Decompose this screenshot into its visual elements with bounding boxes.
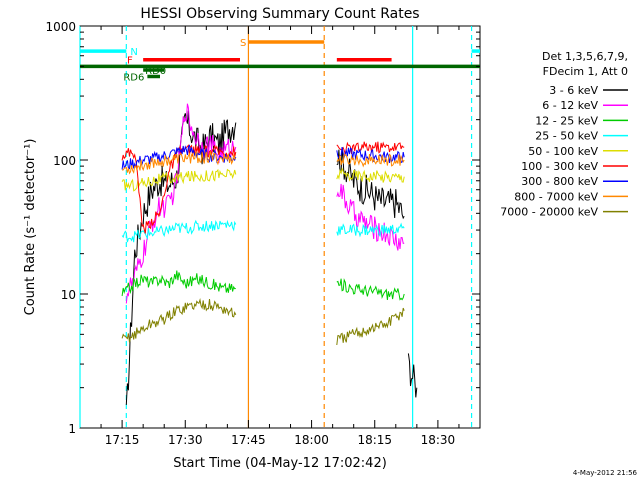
y-axis-ticks: 1 10 100 1000 — [45, 20, 480, 436]
flag-label: S — [240, 38, 246, 49]
legend-entry: 6 - 12 keV — [542, 99, 598, 112]
series-line — [336, 147, 405, 164]
series-line — [121, 168, 237, 192]
series-line — [336, 307, 405, 346]
series-line — [336, 278, 405, 301]
x-tick-label: 18:00 — [294, 433, 329, 447]
x-tick-label: 17:45 — [231, 433, 266, 447]
x-tick-label: 17:15 — [105, 433, 140, 447]
series-line — [125, 103, 237, 304]
plot-frame — [79, 25, 481, 429]
series-line — [407, 353, 418, 398]
y-tick-label: 10 — [61, 288, 76, 302]
vertical-markers — [79, 26, 473, 428]
x-axis-label: Start Time (04-May-12 17:02:42) — [173, 456, 387, 471]
x-tick-label: 17:30 — [168, 433, 203, 447]
series-line — [336, 141, 405, 155]
series-lines — [121, 103, 418, 405]
series-line — [122, 150, 237, 175]
series-line — [336, 153, 405, 168]
y-tick-label: 100 — [53, 154, 76, 168]
legend-header: Det 1,3,5,6,7,9, — [542, 50, 628, 63]
legend-entry: 800 - 7000 keV — [514, 190, 598, 203]
legend-entry: 7000 - 20000 keV — [500, 206, 598, 219]
footer-date: 4-May-2012 21:56 — [573, 469, 638, 477]
flag-label: N — [130, 47, 137, 58]
legend-entry: 3 - 6 keV — [549, 84, 598, 97]
legend-entry: 12 - 25 keV — [535, 114, 598, 127]
legend-entry: 25 - 50 keV — [535, 130, 598, 143]
chart-title: HESSI Observing Summary Count Rates — [140, 6, 419, 22]
legend-header: FDecim 1, Att 0 — [543, 65, 628, 78]
flag-label: RD0 — [145, 66, 166, 77]
y-tick-label: 1000 — [45, 20, 76, 34]
series-line — [121, 270, 236, 297]
series-line — [336, 183, 405, 251]
series-line — [336, 167, 405, 183]
y-tick-label: 1 — [68, 422, 76, 436]
series-line — [121, 298, 237, 343]
legend-entry: 100 - 300 keV — [521, 160, 598, 173]
flag-label: F — [127, 56, 133, 67]
x-tick-label: 18:15 — [357, 433, 392, 447]
x-tick-label: 18:30 — [421, 433, 456, 447]
legend: Det 1,3,5,6,7,9, FDecim 1, Att 0 3 - 6 keV… — [500, 50, 628, 219]
legend-entry: 300 - 800 keV — [521, 175, 598, 188]
y-axis-label: Count Rate (s⁻¹ detector⁻¹) — [23, 139, 38, 316]
flag-label: RD6 — [123, 72, 144, 83]
series-line — [121, 219, 237, 243]
series-line — [336, 222, 405, 238]
x-axis-ticks: 17:15 17:30 17:45 18:00 18:15 18:30 — [100, 26, 460, 447]
legend-entry: 50 - 100 keV — [528, 145, 598, 158]
